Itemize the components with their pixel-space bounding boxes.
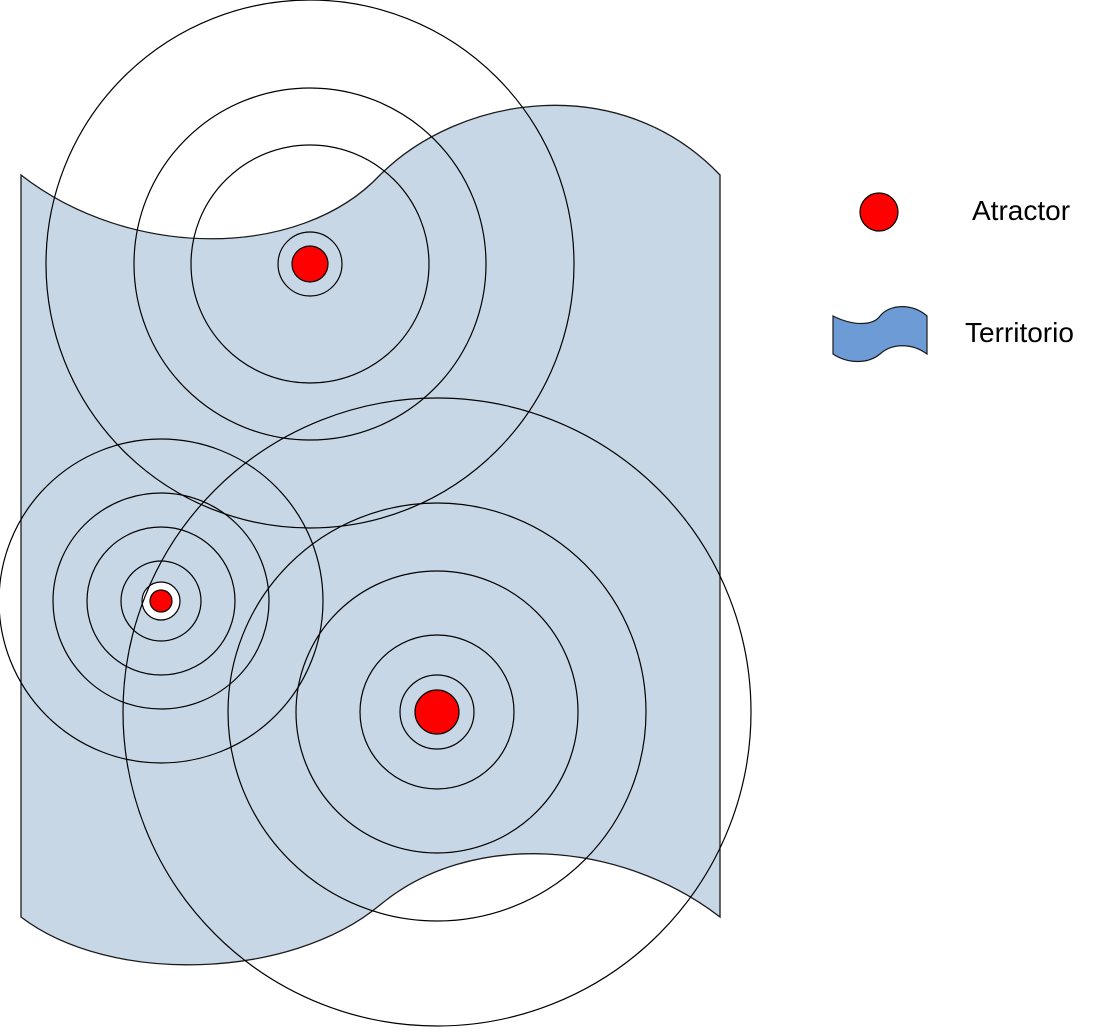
attractor-top-rings bbox=[45, 0, 575, 529]
ring bbox=[399, 674, 475, 750]
legend-attractor-icon bbox=[859, 192, 899, 232]
ring bbox=[52, 492, 270, 710]
ring bbox=[0, 438, 324, 764]
attractor-bottom-right-rings bbox=[122, 397, 752, 1027]
legend-territory-label: Territorio bbox=[965, 317, 1074, 348]
ring bbox=[45, 0, 575, 529]
legend-attractor-label: Atractor bbox=[972, 195, 1070, 226]
ring bbox=[227, 502, 647, 922]
attractor-top-dot bbox=[291, 245, 329, 283]
ring bbox=[359, 634, 515, 790]
ring bbox=[86, 526, 236, 676]
ring bbox=[133, 87, 487, 441]
ring bbox=[190, 144, 430, 384]
legend: Atractor Territorio bbox=[832, 192, 1074, 363]
attractor-bottom-right-dot bbox=[414, 689, 460, 735]
ring bbox=[122, 397, 752, 1027]
attractor-left-dot bbox=[149, 589, 173, 613]
legend-territory-icon bbox=[832, 306, 928, 363]
territory-shape bbox=[20, 104, 721, 966]
ring bbox=[120, 560, 202, 642]
ring bbox=[277, 231, 343, 297]
ring bbox=[295, 570, 579, 854]
